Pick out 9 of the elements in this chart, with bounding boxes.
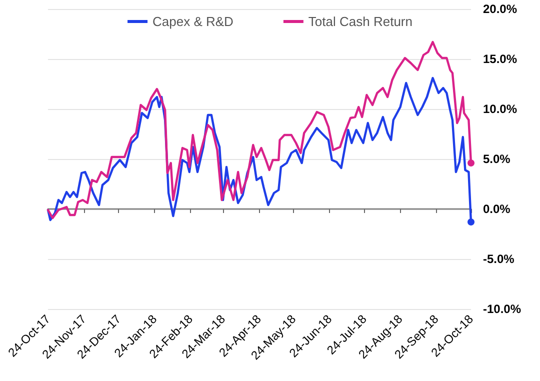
legend-label: Capex & R&D bbox=[152, 14, 234, 29]
y-tick-label: 0.0% bbox=[483, 202, 511, 216]
y-tick-label: -5.0% bbox=[483, 252, 515, 266]
legend-label: Total Cash Return bbox=[308, 14, 412, 29]
y-tick-label: -10.0% bbox=[483, 302, 522, 316]
y-tick-label: 20.0% bbox=[483, 2, 518, 16]
y-tick-label: 15.0% bbox=[483, 52, 518, 66]
y-tick-label: 10.0% bbox=[483, 102, 518, 116]
y-tick-label: 5.0% bbox=[483, 152, 511, 166]
